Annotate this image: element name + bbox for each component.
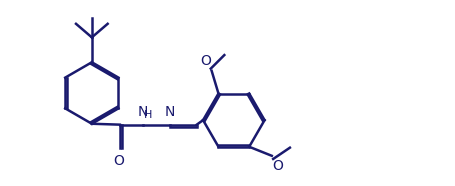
Text: O: O bbox=[200, 54, 211, 68]
Text: O: O bbox=[273, 158, 283, 173]
Text: O: O bbox=[114, 154, 124, 168]
Text: N: N bbox=[164, 105, 175, 119]
Text: H: H bbox=[144, 110, 153, 120]
Text: N: N bbox=[138, 105, 148, 119]
